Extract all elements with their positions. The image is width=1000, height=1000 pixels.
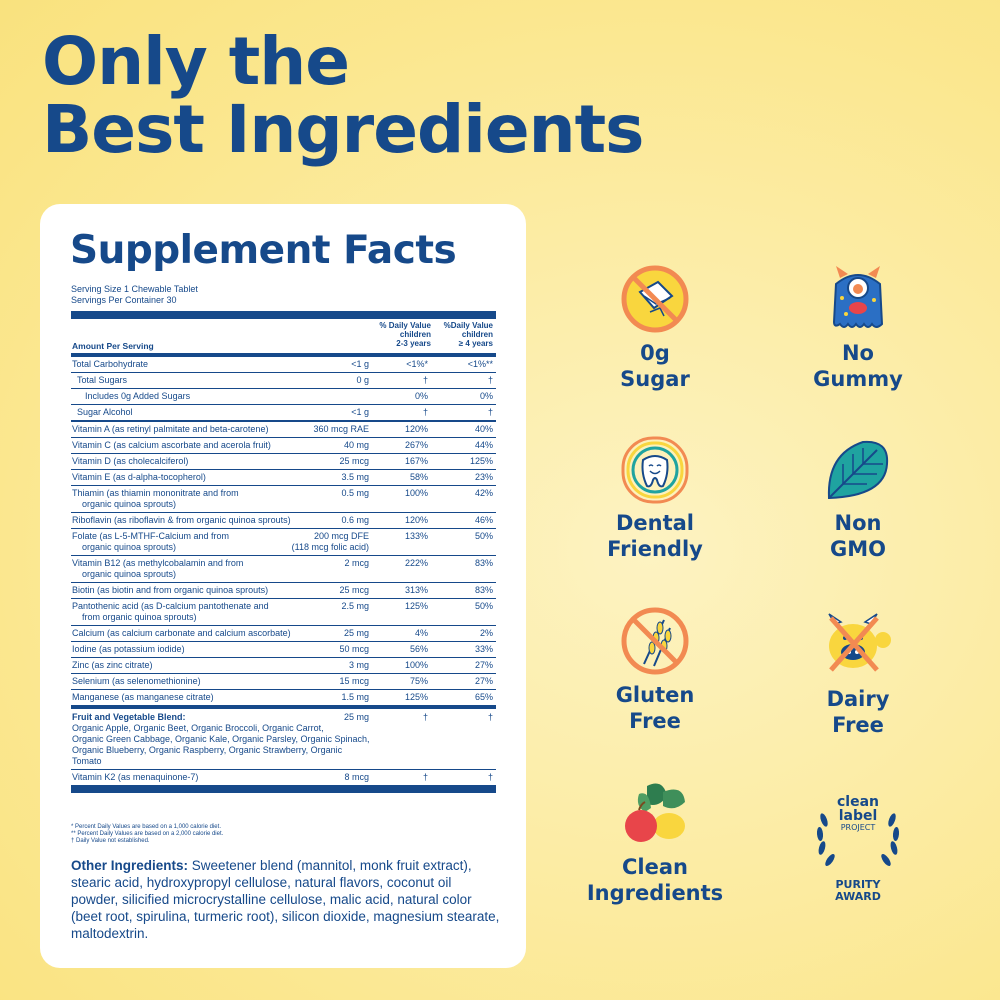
table-row: Selenium (as selenomethionine) 15 mcg 75% 2… bbox=[71, 674, 496, 690]
headline-line-2: Best Ingredients bbox=[42, 91, 644, 168]
serving-info: Serving Size 1 Chewable Tablet Servings … bbox=[71, 284, 198, 306]
svg-text:PURITY: PURITY bbox=[835, 878, 881, 891]
table-row: Includes 0g Added Sugars 0% 0% bbox=[71, 389, 496, 405]
table-row: Folate (as L-5-MTHF-Calcium and from orga… bbox=[71, 529, 496, 556]
svg-text:AWARD: AWARD bbox=[835, 890, 881, 900]
footnotes: * Percent Daily Values are based on a 1,… bbox=[71, 824, 224, 844]
table-row: Vitamin K2 (as menaquinone-7) 8 mcg † † bbox=[72, 772, 493, 782]
happy-tooth-icon bbox=[621, 436, 689, 504]
supplement-facts-card: Supplement Facts Serving Size 1 Chewable… bbox=[40, 204, 526, 968]
no-sugar-icon bbox=[621, 265, 689, 333]
serving-size: Serving Size 1 Chewable Tablet bbox=[71, 284, 198, 294]
fruit-vegetable-blend-row: Fruit and Vegetable Blend: Organic Apple… bbox=[71, 709, 496, 770]
clean-label-project-seal: clean label PROJECT PURITY AWARD bbox=[816, 794, 900, 900]
other-ingredients-text: Sweetener blend (mannitol, monk fruit ex… bbox=[71, 858, 500, 941]
table-row: Biotin (as biotin and from organic quino… bbox=[71, 583, 496, 599]
svg-text:clean: clean bbox=[837, 794, 879, 810]
fruit-vegetable-icon bbox=[625, 783, 685, 842]
table-row: Sugar Alcohol <1 g † † bbox=[71, 405, 496, 422]
other-ingredients-label: Other Ingredients: bbox=[71, 858, 189, 873]
table-row: Iodine (as potassium iodide) 50 mcg 56% 33% bbox=[71, 642, 496, 658]
headline: Only the Best Ingredients bbox=[42, 23, 644, 168]
table-row: Riboflavin (as riboflavin & from organic… bbox=[71, 513, 496, 529]
table-row: Pantothenic acid (as D-calcium pantothen… bbox=[71, 599, 496, 626]
table-row: Vitamin B12 (as methylcobalamin and from… bbox=[71, 556, 496, 583]
headline-line-1: Only the bbox=[42, 23, 350, 100]
servings-per-container: Servings Per Container 30 bbox=[71, 295, 177, 305]
table-row: Vitamin C (as calcium ascorbate and acer… bbox=[71, 438, 496, 454]
table-row: Total Sugars 0 g † † bbox=[71, 373, 496, 389]
supplement-facts-title: Supplement Facts bbox=[70, 228, 457, 273]
no-cow-icon bbox=[828, 613, 891, 672]
table-row: Vitamin A (as retinyl palmitate and beta… bbox=[71, 422, 496, 438]
facts-header: % Daily Value children 2-3 years %Daily Va… bbox=[71, 319, 496, 357]
table-row: Vitamin D (as cholecalciferol) 25 mcg 167%… bbox=[71, 454, 496, 470]
table-row: Zinc (as zinc citrate) 3 mg 100% 27% bbox=[71, 658, 496, 674]
leaf-icon bbox=[827, 440, 889, 500]
svg-text:PROJECT: PROJECT bbox=[841, 823, 876, 832]
table-row: Vitamin E (as d-alpha-tocopherol) 3.5 mg 5… bbox=[71, 470, 496, 486]
other-ingredients: Other Ingredients: Sweetener blend (mann… bbox=[71, 857, 501, 942]
facts-table: % Daily Value children 2-3 years %Daily Va… bbox=[71, 311, 496, 793]
amount-per-serving-header: Amount Per Serving bbox=[72, 341, 154, 351]
daily-value-children-2-3-header: % Daily Value children 2-3 years bbox=[379, 321, 431, 348]
table-row: Thiamin (as thiamin mononitrate and from… bbox=[71, 486, 496, 513]
no-gummy-monster-icon bbox=[832, 266, 884, 328]
no-wheat-icon bbox=[621, 607, 689, 675]
svg-text:label: label bbox=[839, 808, 878, 824]
table-row: Manganese (as manganese citrate) 1.5 mg 12… bbox=[71, 690, 496, 709]
table-row: Calcium (as calcium carbonate and calciu… bbox=[71, 626, 496, 642]
daily-value-children-4-header: %Daily Value children ≥ 4 years bbox=[443, 321, 493, 348]
table-row: Total Carbohydrate <1 g <1%* <1%** bbox=[71, 357, 496, 373]
